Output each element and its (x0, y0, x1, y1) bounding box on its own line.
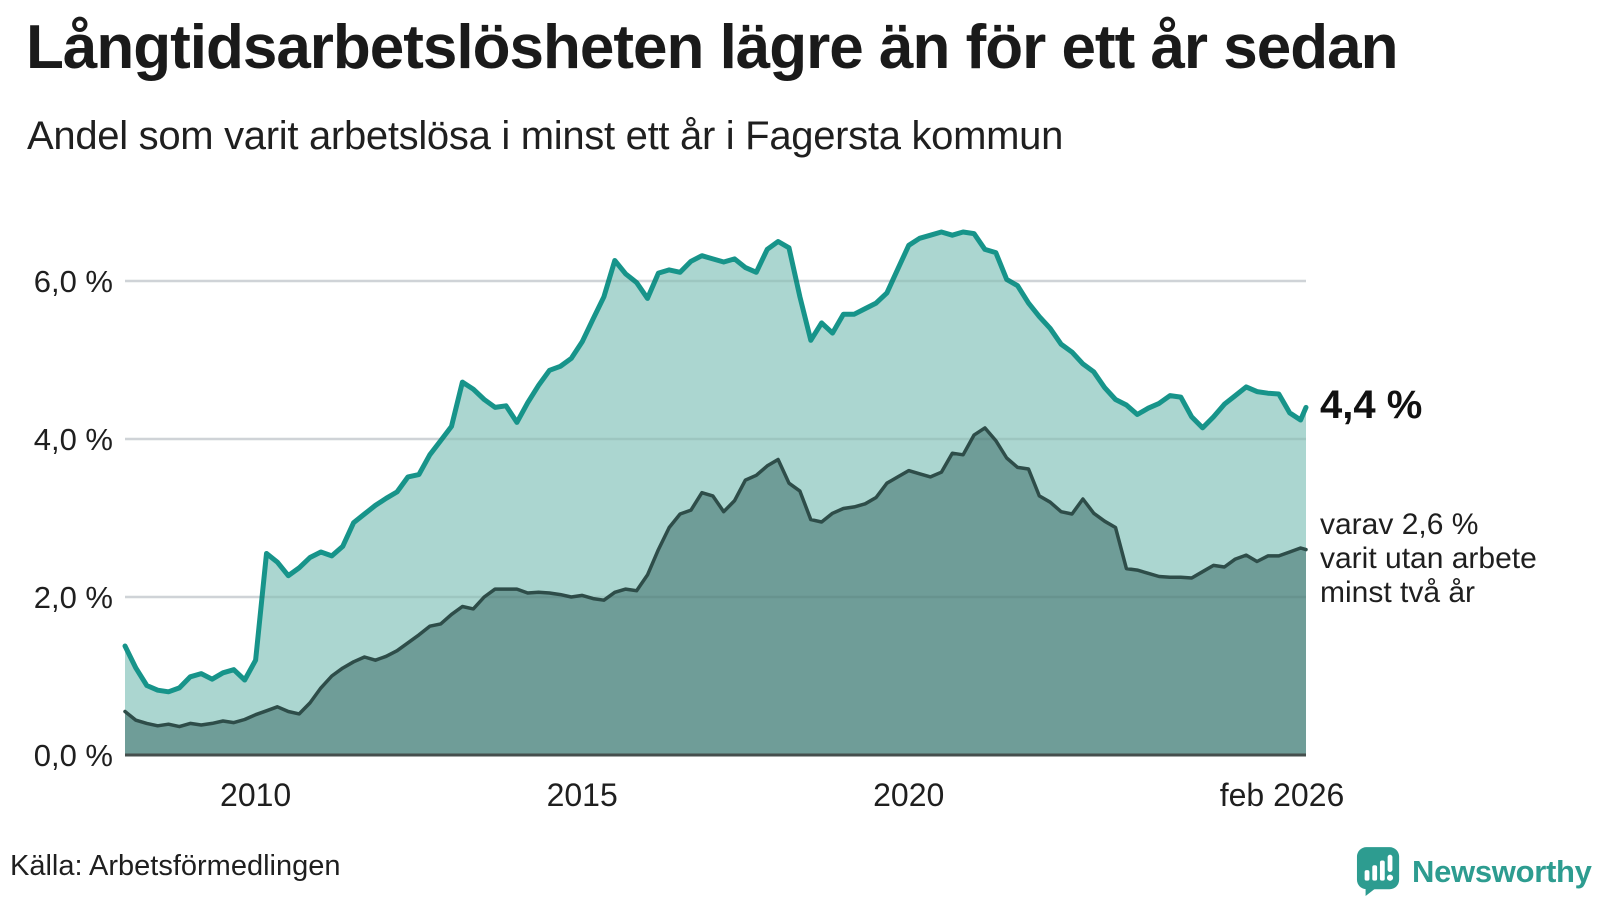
speech-bubble-bar-chart-icon (1356, 847, 1400, 896)
x-tick-label: feb 2026 (1220, 777, 1345, 813)
newsworthy-logo: Newsworthy (1356, 846, 1592, 898)
line-minst-tva-ar (123, 426, 1308, 729)
area-minst-tva-ar (125, 427, 1306, 755)
y-tick-label: 6,0 % (34, 264, 113, 299)
x-tick-label: 2020 (873, 777, 944, 813)
chart-subtitle: Andel som varit arbetslösa i minst ett å… (27, 114, 1064, 158)
y-tick-label: 2,0 % (34, 580, 113, 615)
y-tick-label: 0,0 % (34, 738, 113, 773)
newsworthy-logo-text: Newsworthy (1412, 854, 1592, 889)
x-tick-label: 2015 (547, 777, 618, 813)
two-year-share-annotation: varav 2,6 % varit utan arbete minst två … (1320, 508, 1537, 609)
chart-title: Långtidsarbetslösheten lägre än för ett … (26, 13, 1398, 82)
x-tick-label: 2010 (220, 777, 291, 813)
source-label: Källa: Arbetsförmedlingen (10, 850, 341, 882)
latest-value-label: 4,4 % (1320, 383, 1423, 427)
line-minst-ett-ar (122, 229, 1309, 695)
y-tick-label: 4,0 % (34, 422, 113, 457)
